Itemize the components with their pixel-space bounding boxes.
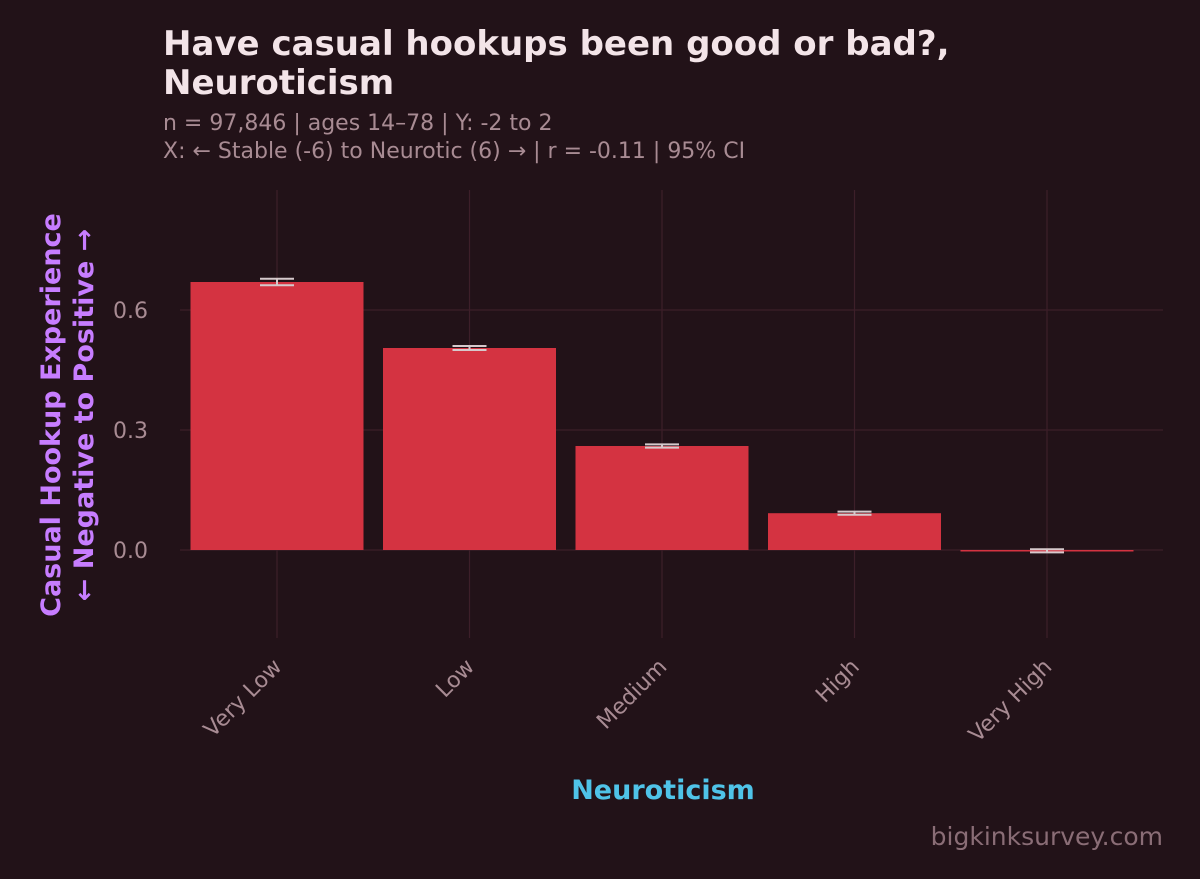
error-bar [645, 443, 679, 449]
chart-subtitle-line-2: X: ← Stable (-6) to Neurotic (6) → | r =… [163, 139, 745, 164]
watermark: bigkinksurvey.com [931, 822, 1163, 851]
error-bar [452, 345, 487, 351]
y-axis-label: Casual Hookup Experience ← Negative to P… [36, 213, 100, 617]
x-axis-label: Neuroticism [571, 775, 755, 806]
y-tick-label: 0.0 [113, 539, 148, 564]
bars [190, 282, 1134, 552]
x-tick-label: High [811, 655, 864, 708]
error-bars [260, 277, 1064, 554]
chart-title-line-2: Neuroticism [163, 63, 394, 103]
y-tick-label: 0.6 [113, 299, 148, 324]
x-axis-ticks: Very Low Low Medium High Very High [199, 655, 1057, 748]
error-bar [260, 277, 294, 287]
y-axis-label-line-2: ← Negative to Positive → [69, 229, 100, 602]
bar [190, 282, 364, 550]
error-bar [1030, 548, 1064, 554]
y-axis-label-line-1: Casual Hookup Experience [36, 213, 67, 617]
x-tick-label: Low [431, 655, 479, 703]
chart-title-line-1: Have casual hookups been good or bad?, [163, 24, 950, 64]
chart-subtitle-line-1: n = 97,846 | ages 14–78 | Y: -2 to 2 [163, 111, 553, 136]
y-axis-ticks: 0.0 0.3 0.6 [113, 299, 148, 564]
bar [768, 513, 941, 550]
x-tick-label: Very Low [199, 655, 287, 743]
x-tick-label: Medium [592, 655, 672, 735]
x-tick-label: Very High [964, 655, 1057, 748]
bar [383, 348, 556, 550]
bar [575, 446, 749, 550]
y-tick-label: 0.3 [113, 419, 148, 444]
error-bar [837, 510, 872, 516]
